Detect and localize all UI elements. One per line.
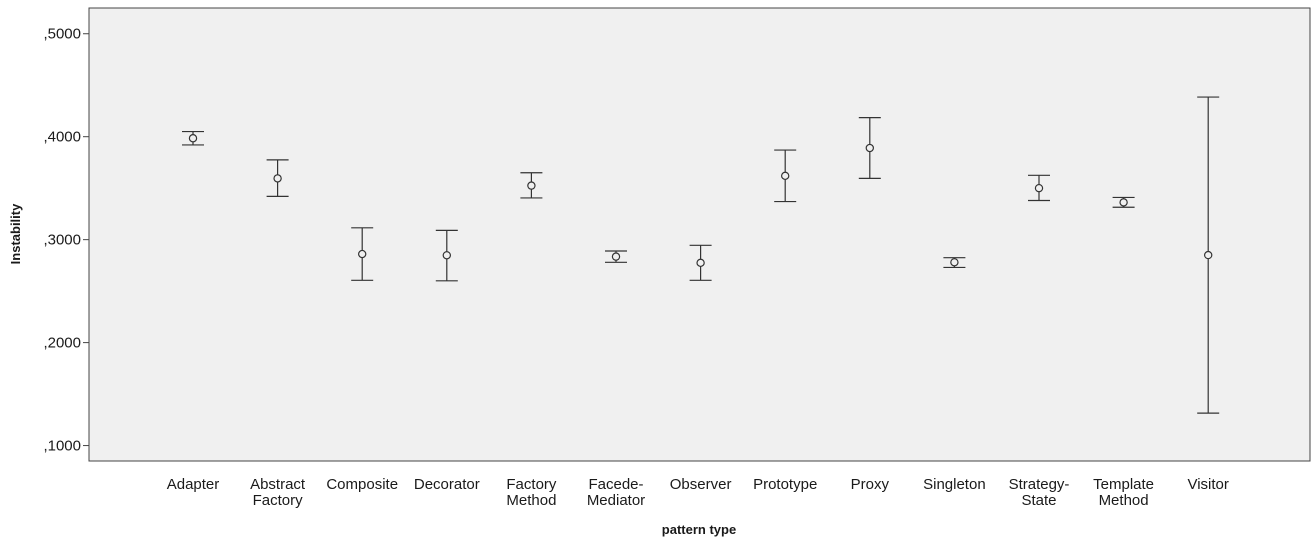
x-category-label: Decorator	[414, 476, 480, 493]
x-category-label: Factory Method	[506, 476, 557, 509]
mean-point	[696, 258, 705, 268]
x-category-label: Template Method	[1093, 476, 1154, 509]
x-category-label: Composite	[326, 476, 398, 493]
mean-point	[358, 249, 367, 259]
y-axis-title: Instability	[8, 203, 23, 264]
y-tick-label: ,2000	[43, 335, 81, 352]
x-category-label: Facede-Mediator	[587, 476, 645, 509]
error-bar-series	[182, 96, 1220, 414]
y-axis: ,1000 ,2000 ,3000 ,4000 ,5000	[43, 26, 89, 455]
mean-point	[781, 171, 790, 181]
mean-point	[188, 134, 198, 143]
mean-point	[273, 174, 282, 183]
x-category-label: Visitor	[1187, 476, 1228, 493]
mean-point	[442, 251, 451, 260]
x-category-label: Singleton	[923, 476, 986, 493]
x-category-label: Observer	[670, 476, 732, 493]
mean-point	[1119, 198, 1128, 207]
y-tick-label: ,4000	[43, 129, 81, 146]
x-category-label: Adapter	[167, 476, 220, 493]
x-category-label: Proxy	[851, 476, 890, 493]
plot-area	[88, 7, 1311, 462]
mean-point	[611, 252, 621, 261]
mean-point	[1203, 250, 1213, 260]
y-tick-label: ,1000	[43, 438, 81, 455]
y-tick-label: ,3000	[43, 232, 81, 249]
mean-point	[865, 143, 875, 153]
x-category-label: Prototype	[753, 476, 817, 493]
mean-point	[1034, 183, 1044, 193]
x-axis-title: pattern type	[662, 522, 736, 537]
y-tick-label: ,5000	[43, 26, 81, 43]
x-axis: Adapter Abstract Factory Composite Decorator…	[167, 476, 1229, 509]
mean-point	[950, 258, 959, 267]
x-category-label: Abstract Factory	[250, 476, 306, 509]
x-category-label: Strategy-State	[1009, 476, 1070, 509]
mean-point	[527, 181, 536, 190]
